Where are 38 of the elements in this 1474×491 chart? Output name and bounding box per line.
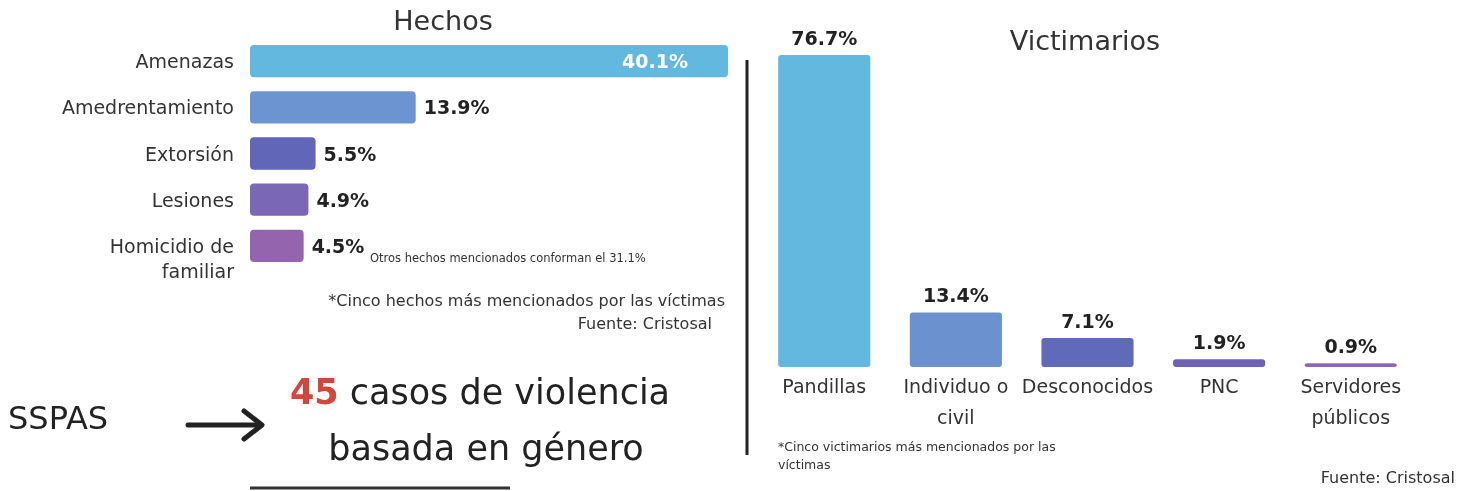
text: SSPAS xyxy=(8,399,109,437)
bar xyxy=(250,45,728,78)
bar xyxy=(909,312,1002,367)
bar xyxy=(250,137,316,170)
bar xyxy=(250,91,416,124)
x-tick-label: Pandillas xyxy=(782,375,867,397)
data-label: 13.4% xyxy=(922,284,989,307)
text: *Cinco hechos más mencionados por las víctimas xyxy=(328,291,725,310)
y-tick-label: Extorsión xyxy=(145,142,234,165)
source-note: Fuente: Cristosal xyxy=(577,314,712,333)
y-tick-label: Lesiones xyxy=(151,188,234,211)
x-tick-label: PNC xyxy=(1199,375,1239,397)
data-label: 40.1% xyxy=(622,50,688,73)
bar xyxy=(250,229,304,262)
x-tick-label: Desconocidos xyxy=(1021,375,1154,397)
chart-title: Victimarios xyxy=(1009,25,1161,56)
x-tick-label: Individuo o civil xyxy=(903,375,1009,428)
y-tick-label: Amenazas xyxy=(135,50,234,73)
data-label: 0.9% xyxy=(1324,335,1378,358)
annotation: Otros hechos mencionados conforman el 31.1% xyxy=(370,251,646,265)
data-label: 13.9% xyxy=(423,96,490,119)
bar xyxy=(1173,359,1266,367)
data-label: 7.1% xyxy=(1061,310,1114,333)
bar xyxy=(778,55,871,367)
source-note: Fuente: Cristosal xyxy=(1320,468,1455,487)
data-label: 1.9% xyxy=(1192,331,1246,354)
data-label: 4.9% xyxy=(316,188,370,211)
data-label: 76.7% xyxy=(791,27,858,49)
data-label: 5.5% xyxy=(323,142,377,165)
y-tick-label: Amedrentamiento xyxy=(61,96,234,119)
bar xyxy=(1041,338,1134,367)
text: *Cinco victimarios más mencionados por las víctimas xyxy=(778,439,1056,472)
y-tick-label: Homicidio de familiar xyxy=(109,234,235,282)
x-tick-label: Servidores públicos xyxy=(1300,375,1402,428)
chart-title: Hechos xyxy=(393,5,493,36)
bar xyxy=(1304,363,1397,367)
data-label: 4.5% xyxy=(311,234,365,257)
bar xyxy=(250,183,309,216)
